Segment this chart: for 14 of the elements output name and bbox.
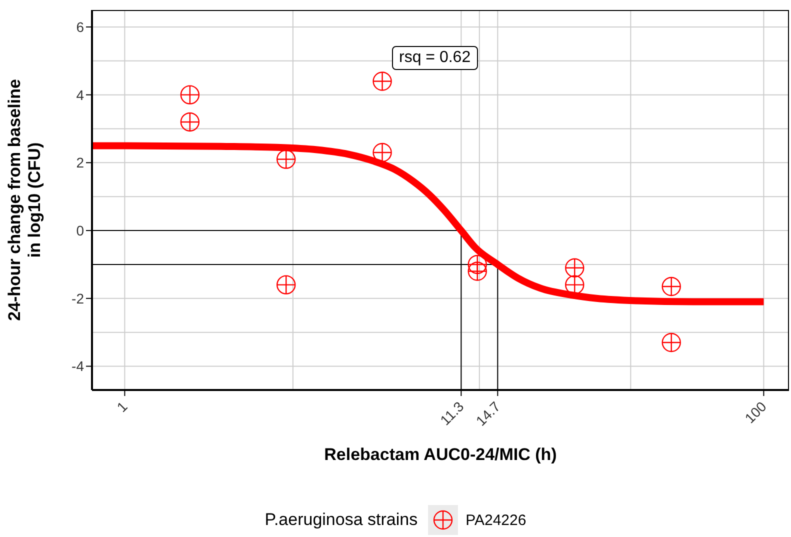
y-tick-label: 2 bbox=[76, 154, 84, 171]
y-tick-label: 4 bbox=[76, 86, 84, 103]
x-tick-label: 1 bbox=[114, 398, 131, 416]
y-tick-label: -2 bbox=[72, 290, 84, 306]
x-tick-label: 100 bbox=[742, 398, 770, 426]
y-tick-label: 0 bbox=[76, 222, 84, 239]
y-axis-title: 24-hour change from baseline in log10 (CFU) bbox=[5, 79, 44, 321]
y-tick-label: -4 bbox=[72, 358, 84, 374]
annotation: rsq = 0.62 bbox=[392, 46, 478, 70]
x-tick-label: 11.3 bbox=[436, 398, 467, 428]
legend-title: P.aeruginosa strains bbox=[264, 510, 418, 530]
y-tick-label: 6 bbox=[76, 18, 84, 35]
x-axis-title: Relebactam AUC0-24/MIC (h) bbox=[324, 445, 557, 464]
legend-label: PA24226 bbox=[466, 512, 526, 528]
